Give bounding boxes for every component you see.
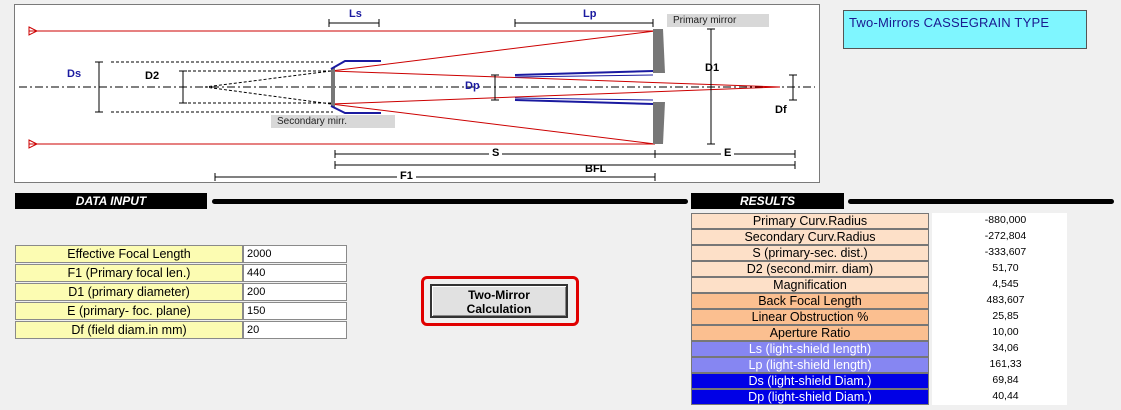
input-field-df[interactable]: 20 — [243, 321, 347, 339]
input-label-efl: Effective Focal Length — [15, 245, 243, 263]
ray-reflect-bottom — [330, 103, 656, 145]
primary-baffle-top — [514, 70, 654, 76]
cassegrain-diagram: Ls Lp Primary mirror Ds D2 Dp D1 Df Seco… — [14, 4, 820, 183]
d2-label: D2 — [145, 70, 160, 82]
result-label: S (primary-sec. dist.) — [691, 245, 929, 261]
secondary-shield-top — [330, 60, 381, 70]
result-label: Secondary Curv.Radius — [691, 229, 929, 245]
input-divider — [212, 199, 688, 204]
input-field-d1[interactable]: 200 — [243, 283, 347, 301]
secondary-mirror-tag: Secondary mirr. — [271, 115, 395, 128]
input-label-e: E (primary- foc. plane) — [15, 302, 243, 320]
primary-mirror-tag: Primary mirror — [667, 14, 769, 27]
d2-cone-top — [204, 70, 332, 88]
result-label: Linear Obstruction % — [691, 309, 929, 325]
result-value: 51,70 — [932, 261, 1067, 277]
calc-button-line2: Calculation — [466, 302, 532, 316]
input-field-f1[interactable]: 440 — [243, 264, 347, 282]
two-mirror-calculation-button[interactable]: Two-Mirror Calculation — [430, 284, 568, 318]
input-field-efl[interactable]: 2000 — [243, 245, 347, 263]
result-label: Back Focal Length — [691, 293, 929, 309]
primary-mirror-bottom — [653, 102, 665, 144]
result-value: 10,00 — [932, 325, 1067, 341]
ls-label: Ls — [349, 8, 362, 20]
results-divider — [848, 199, 1114, 204]
result-label: Magnification — [691, 277, 929, 293]
ray-focus-top — [330, 70, 781, 88]
result-value: 483,607 — [932, 293, 1067, 309]
ray-focus-bottom — [330, 86, 781, 105]
result-value: -880,000 — [932, 213, 1067, 229]
secondary-shield-bottom — [330, 105, 381, 114]
dp-label: Dp — [465, 80, 480, 92]
result-value: -333,607 — [932, 245, 1067, 261]
result-label: Dp (light-shield Diam.) — [691, 389, 929, 405]
result-value: 34,06 — [932, 341, 1067, 357]
s-label: S — [489, 147, 503, 159]
result-value: -272,804 — [932, 229, 1067, 245]
calc-button-line1: Two-Mirror — [468, 288, 530, 302]
d2-cone-bottom — [204, 86, 332, 105]
d1-label: D1 — [705, 62, 720, 74]
calc-button-highlight: Two-Mirror Calculation — [421, 276, 579, 326]
result-value: 40,44 — [932, 389, 1067, 405]
result-value: 4,545 — [932, 277, 1067, 293]
df-label: Df — [775, 104, 787, 116]
result-value: 161,33 — [932, 357, 1067, 373]
result-value: 25,85 — [932, 309, 1067, 325]
lp-label: Lp — [583, 8, 597, 20]
input-label-df: Df (field diam.in mm) — [15, 321, 243, 339]
ray-reflect-top — [330, 30, 656, 72]
result-value: 69,84 — [932, 373, 1067, 389]
results-heading: RESULTS — [691, 193, 844, 209]
bfl-label: BFL — [585, 163, 607, 175]
primary-baffle-bottom-inner — [514, 97, 654, 101]
data-input-heading: DATA INPUT — [15, 193, 207, 209]
secondary-mirror — [331, 67, 335, 108]
ds-label: Ds — [67, 68, 82, 80]
result-label: Ds (light-shield Diam.) — [691, 373, 929, 389]
primary-baffle-bottom — [514, 99, 654, 105]
e-label: E — [721, 147, 735, 159]
input-field-e[interactable]: 150 — [243, 302, 347, 320]
optical-layout-svg — [19, 19, 815, 181]
result-label: Aperture Ratio — [691, 325, 929, 341]
primary-baffle-top-inner — [514, 74, 654, 78]
design-type-title: Two-Mirrors CASSEGRAIN TYPE — [843, 10, 1087, 49]
primary-mirror-top — [653, 29, 665, 73]
input-label-d1: D1 (primary diameter) — [15, 283, 243, 301]
result-label: Ls (light-shield length) — [691, 341, 929, 357]
result-label: Lp (light-shield length) — [691, 357, 929, 373]
f1-label: F1 — [397, 170, 416, 182]
result-label: Primary Curv.Radius — [691, 213, 929, 229]
result-label: D2 (second.mirr. diam) — [691, 261, 929, 277]
input-label-f1: F1 (Primary focal len.) — [15, 264, 243, 282]
